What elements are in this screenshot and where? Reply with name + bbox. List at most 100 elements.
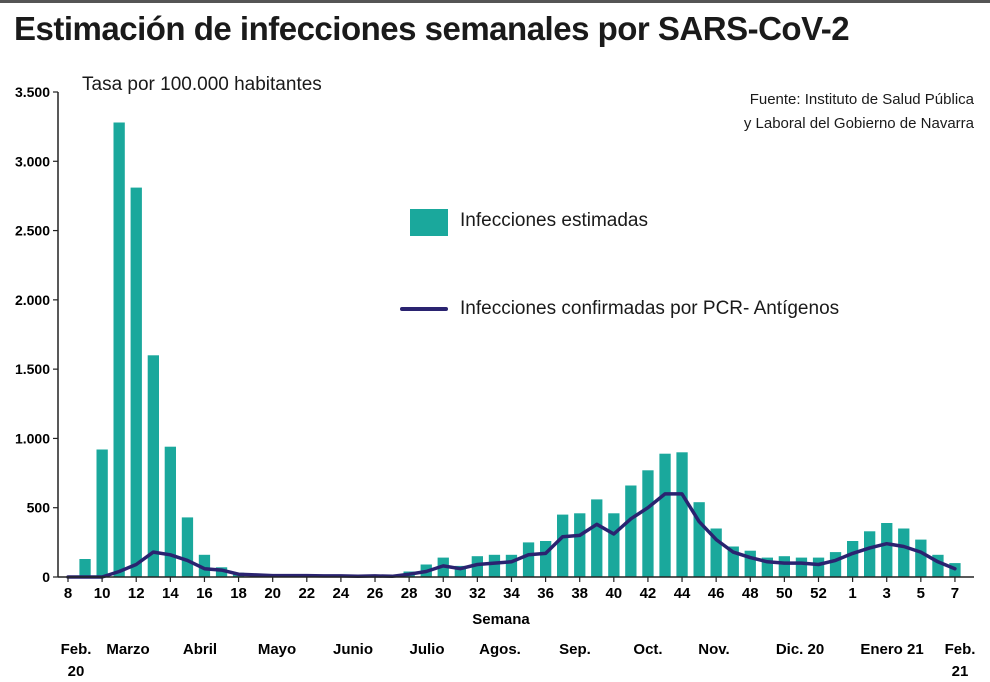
source-note: Fuente: Instituto de Salud Pública y Lab… xyxy=(674,88,974,136)
x-tick-label: 7 xyxy=(951,585,959,602)
x-tick-label: 22 xyxy=(298,585,315,602)
bar-week-15 xyxy=(181,517,194,577)
bar-week-14 xyxy=(164,446,176,577)
bar-week-45 xyxy=(693,502,705,577)
bar-week-39 xyxy=(591,499,603,577)
month-label: Junio xyxy=(333,641,373,658)
bar-week-6 xyxy=(932,554,944,577)
bar-week-10 xyxy=(96,449,108,577)
x-tick-label: 5 xyxy=(917,585,925,602)
x-tick-label: 8 xyxy=(64,585,72,602)
x-tick-label: 12 xyxy=(128,585,145,602)
bar-week-44 xyxy=(676,452,688,577)
bar-week-34 xyxy=(505,554,518,577)
month-label: Feb. 21 xyxy=(945,641,976,680)
bar-week-12 xyxy=(130,187,142,577)
x-tick-label: 30 xyxy=(435,585,452,602)
x-tick-label: 18 xyxy=(230,585,247,602)
bar-week-5 xyxy=(915,539,927,577)
bar-week-43 xyxy=(659,453,671,577)
bar-week-17 xyxy=(215,567,228,577)
x-tick-label: 24 xyxy=(333,585,350,602)
x-tick-label: 1 xyxy=(848,585,856,602)
month-label: Oct. xyxy=(633,641,662,658)
y-tick-label: 0 xyxy=(42,569,50,585)
source-line-2: y Laboral del Gobierno de Navarra xyxy=(743,115,974,132)
x-tick-label: 20 xyxy=(264,585,281,602)
x-tick-label: 32 xyxy=(469,585,486,602)
x-tick-label: 3 xyxy=(883,585,891,602)
bar-week-33 xyxy=(488,554,501,577)
bar-week-41 xyxy=(625,485,637,577)
x-tick-label: 52 xyxy=(810,585,827,602)
x-tick-label: 40 xyxy=(605,585,622,602)
month-label: Abril xyxy=(183,641,217,658)
x-tick-label: 28 xyxy=(401,585,418,602)
x-tick-label: 14 xyxy=(162,585,179,602)
legend-label-bars: Infecciones estimadas xyxy=(460,210,648,231)
chart-subtitle: Tasa por 100.000 habitantes xyxy=(82,74,322,95)
x-tick-label: 38 xyxy=(571,585,588,602)
confirmed-line xyxy=(66,492,957,579)
bar-week-50 xyxy=(778,556,790,577)
bar-week-37 xyxy=(557,514,569,577)
bar-week-32 xyxy=(471,556,483,577)
bar-series xyxy=(79,122,961,577)
top-rule xyxy=(0,0,990,3)
bar-week-46 xyxy=(710,528,722,577)
bar-week-1 xyxy=(847,541,859,577)
y-tick-label: 3.000 xyxy=(15,153,50,169)
y-tick-label: 3.500 xyxy=(15,84,50,100)
x-tick-label: 10 xyxy=(94,585,111,602)
bar-week-3 xyxy=(881,523,893,577)
legend-swatch-line xyxy=(400,307,448,311)
x-tick-label: 44 xyxy=(674,585,691,602)
x-tick-label: 26 xyxy=(367,585,384,602)
bar-week-9 xyxy=(79,559,91,577)
x-tick-label: 50 xyxy=(776,585,793,602)
y-tick-label: 2.500 xyxy=(15,223,50,239)
bar-week-38 xyxy=(574,513,586,577)
month-label: Sep. xyxy=(559,641,591,658)
bar-week-49 xyxy=(761,557,773,577)
x-tick-label: 36 xyxy=(537,585,554,602)
bar-week-13 xyxy=(147,355,159,577)
month-label: Agos. xyxy=(479,641,521,658)
bar-week-47 xyxy=(727,546,739,577)
bar-week-4 xyxy=(898,528,910,577)
month-label: Dic. 20 xyxy=(776,641,824,658)
month-label: Nov. xyxy=(698,641,729,658)
x-tick-label: 34 xyxy=(503,585,520,602)
x-tick-label: 16 xyxy=(196,585,213,602)
legend-swatch-bars xyxy=(410,209,448,236)
bar-week-52 xyxy=(812,557,825,577)
bar-week-35 xyxy=(522,542,535,577)
chart-title: Estimación de infecciones semanales por … xyxy=(14,10,850,47)
bar-week-31 xyxy=(454,565,466,577)
x-tick-label: 46 xyxy=(708,585,725,602)
month-label: Feb. 20 xyxy=(61,641,92,680)
x-tick-label: 48 xyxy=(742,585,759,602)
bar-week-16 xyxy=(198,554,211,577)
y-tick-label: 500 xyxy=(27,500,51,516)
month-label: Julio xyxy=(409,641,444,658)
y-tick-label: 1.500 xyxy=(15,361,50,377)
y-tick-label: 2.000 xyxy=(15,292,50,308)
bar-week-11 xyxy=(113,122,125,577)
x-axis-label: Semana xyxy=(472,611,530,628)
bar-week-40 xyxy=(608,513,620,577)
bar-week-2 xyxy=(864,531,876,577)
bar-week-51 xyxy=(795,557,808,577)
source-line-1: Fuente: Instituto de Salud Pública xyxy=(749,91,974,108)
bar-week-53 xyxy=(829,552,842,577)
bar-week-36 xyxy=(540,541,552,577)
month-label: Marzo xyxy=(106,641,149,658)
bar-week-42 xyxy=(642,470,654,577)
legend-label-line: Infecciones confirmadas por PCR- Antígen… xyxy=(460,298,840,319)
line-series xyxy=(66,492,957,579)
bar-week-48 xyxy=(744,550,756,577)
y-tick-label: 1.000 xyxy=(15,430,50,446)
axes: 0 500 1.000 1.500 2.000 2.500 3.000 3.500 8 10 12 1… xyxy=(15,84,975,680)
x-tick-label: 42 xyxy=(640,585,657,602)
